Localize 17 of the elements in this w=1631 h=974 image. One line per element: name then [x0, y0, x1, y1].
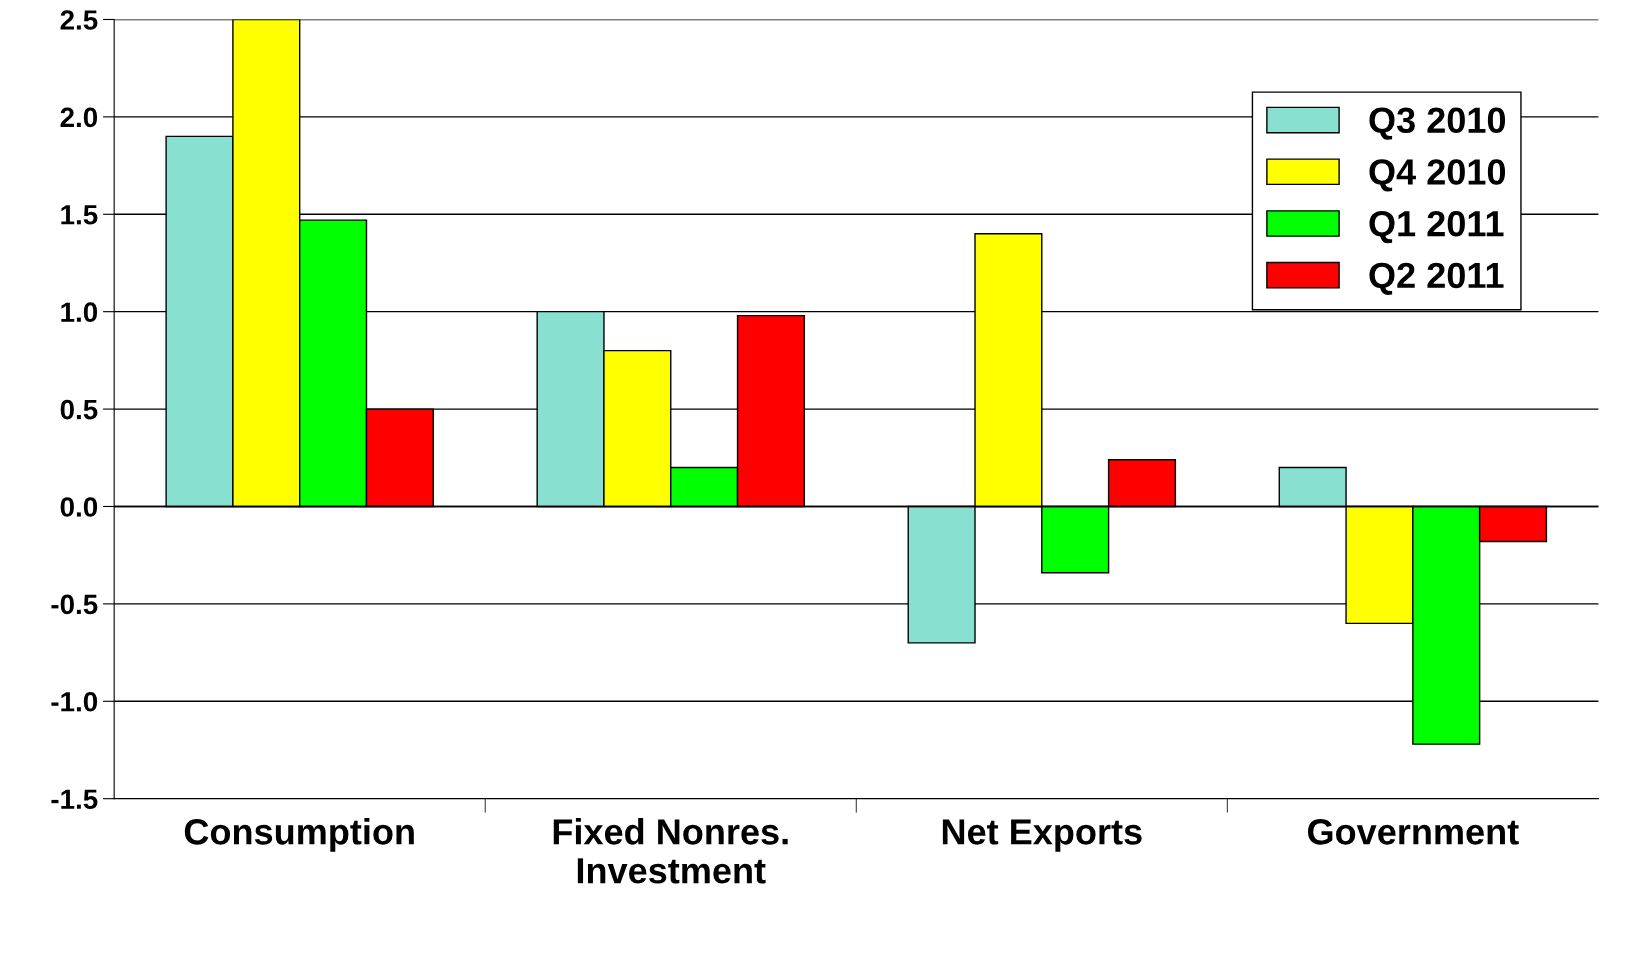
legend-label: Q1 2011	[1369, 210, 1504, 244]
y-tick-label: -1.5	[51, 789, 98, 810]
x-tick-label: Net Exports	[942, 819, 1142, 852]
y-tick-label: 2.5	[60, 10, 98, 30]
legend-label: Q2 2011	[1369, 262, 1504, 295]
y-tick-label: 2.0	[60, 107, 98, 128]
y-tick-label: -0.5	[51, 594, 98, 615]
legend-label: Q4 2010	[1369, 159, 1506, 192]
y-tick-label: 0.0	[60, 497, 98, 517]
x-tick-label: Consumption	[184, 818, 414, 852]
x-tick-label: Fixed Nonres. Investment	[553, 818, 788, 884]
y-tick-label: 1.0	[61, 302, 98, 323]
y-tick-label: 1.5	[61, 205, 98, 225]
legend-label: Q3 2010	[1369, 107, 1506, 140]
x-tick-label: Government	[1307, 819, 1519, 845]
y-tick-label: 0.5	[60, 399, 98, 420]
y-tick-label: -1.0	[51, 691, 98, 712]
